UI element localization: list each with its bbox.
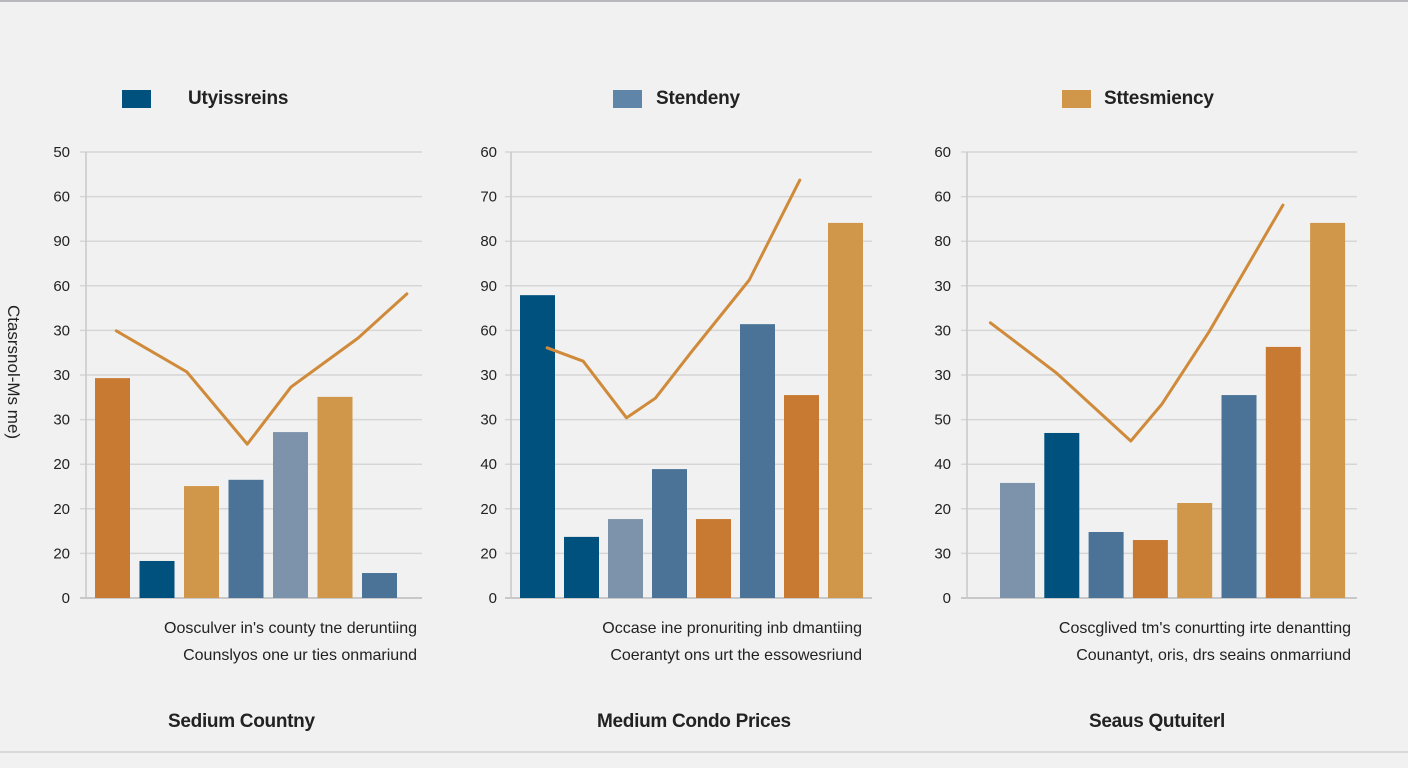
legend-swatch	[122, 90, 151, 108]
chart-title: Medium Condo Prices	[597, 711, 791, 732]
chart-plot: 60 60 80 30 30 30 50 40 20 30 0	[934, 144, 1357, 607]
bar	[696, 519, 731, 598]
y-tick-label: 20	[480, 501, 497, 518]
chart-panel-2: Stendeny 60 70 80 90 60 30 30 40 20 20 0 Occase in…	[440, 0, 900, 768]
y-tick-label: 60	[53, 278, 70, 295]
trend-line	[988, 203, 1285, 443]
y-tick-label: 30	[480, 412, 497, 429]
bar	[1310, 222, 1346, 598]
y-tick-label: 60	[480, 322, 497, 339]
y-tick-label: 30	[934, 322, 951, 339]
y-tick-label: 40	[480, 456, 497, 473]
bar	[1265, 346, 1301, 598]
caption-line-1: Occase ine pronuriting inb dmantiing	[602, 620, 862, 637]
bar	[273, 432, 308, 598]
chart-title: Seaus Qutuiterl	[1089, 711, 1225, 732]
legend: Utyissreins	[122, 88, 288, 110]
legend-label: Utyissreins	[188, 88, 289, 109]
y-tick-label: 20	[480, 545, 497, 562]
caption-line-2: Counantyt, oris, drs seains onmarriund	[1076, 647, 1351, 664]
chart-plot: 50 60 90 60 30 30 30 20 20 20 0	[53, 144, 422, 607]
y-tick-label: 60	[53, 189, 70, 206]
y-tick-label: 30	[53, 322, 70, 339]
chart-panel-1: Utyissreins 50 60 90 60 30 30 30 20 20 20 0 Ooscul…	[0, 0, 440, 768]
y-tick-label: 30	[934, 278, 951, 295]
bar	[1088, 531, 1124, 598]
top-border	[0, 0, 1408, 2]
y-tick-label: 20	[934, 501, 951, 518]
bar	[1132, 540, 1168, 598]
bar	[139, 560, 175, 598]
bar	[652, 469, 687, 598]
y-tick-label: 30	[934, 367, 951, 384]
bar	[1044, 432, 1080, 598]
y-tick-label: 0	[489, 590, 497, 607]
bar	[828, 222, 863, 598]
caption-line-2: Counslyos one ur ties onmariund	[183, 647, 417, 664]
y-tick-label: 70	[480, 189, 497, 206]
y-tick-label: 90	[480, 278, 497, 295]
y-tick-label: 50	[934, 412, 951, 429]
chart-panel-3: Sttesmiency 60 60 80 30 30 30 50 40 20 30 0 Coscgl…	[900, 0, 1408, 768]
y-tick-label: 40	[934, 456, 951, 473]
bar	[520, 295, 555, 598]
chart-title: Sedium Countny	[168, 711, 315, 732]
y-tick-label: 30	[53, 367, 70, 384]
chart-caption: Oosculver in's county tne deruntiing Cou…	[164, 615, 417, 669]
y-tick-label: 0	[62, 590, 70, 607]
legend-label: Stendeny	[656, 88, 740, 109]
bar	[228, 479, 264, 598]
chart-plot: 60 70 80 90 60 30 30 40 20 20 0	[480, 144, 872, 607]
legend: Sttesmiency	[1062, 88, 1214, 110]
bar	[317, 396, 353, 598]
y-tick-label: 20	[53, 501, 70, 518]
bar	[362, 573, 397, 598]
y-tick-label: 80	[934, 233, 951, 250]
y-tick-label: 90	[53, 233, 70, 250]
bar	[1221, 395, 1257, 598]
legend-label: Sttesmiency	[1104, 88, 1214, 109]
bar	[95, 378, 130, 598]
bar	[184, 486, 219, 598]
chart-caption: Coscglived tm's conurtting irte denantti…	[1059, 615, 1351, 669]
caption-line-1: Oosculver in's county tne deruntiing	[164, 620, 417, 637]
y-tick-label: 20	[53, 456, 70, 473]
bottom-divider	[0, 751, 1408, 753]
bar	[608, 519, 643, 598]
y-tick-label: 60	[934, 144, 951, 161]
legend-swatch	[613, 90, 642, 108]
legend-swatch	[1062, 90, 1091, 108]
y-tick-label: 20	[53, 545, 70, 562]
legend: Stendeny	[613, 88, 740, 110]
y-tick-label: 30	[934, 545, 951, 562]
y-tick-label: 30	[53, 412, 70, 429]
y-tick-label: 80	[480, 233, 497, 250]
y-tick-label: 60	[934, 189, 951, 206]
bar	[1000, 482, 1035, 598]
trend-line	[114, 292, 409, 446]
caption-line-2: Coerantyt ons urt the essowesriund	[610, 647, 862, 664]
y-tick-label: 0	[943, 590, 951, 607]
y-tick-label: 30	[480, 367, 497, 384]
caption-line-1: Coscglived tm's conurtting irte denantti…	[1058, 620, 1351, 637]
bar	[784, 395, 819, 598]
bar	[564, 536, 599, 598]
bar	[740, 324, 775, 598]
y-tick-label: 60	[480, 144, 497, 161]
bar	[1177, 503, 1213, 598]
y-tick-label: 50	[53, 144, 70, 161]
chart-caption: Occase ine pronuriting inb dmantiing Coe…	[602, 615, 862, 669]
